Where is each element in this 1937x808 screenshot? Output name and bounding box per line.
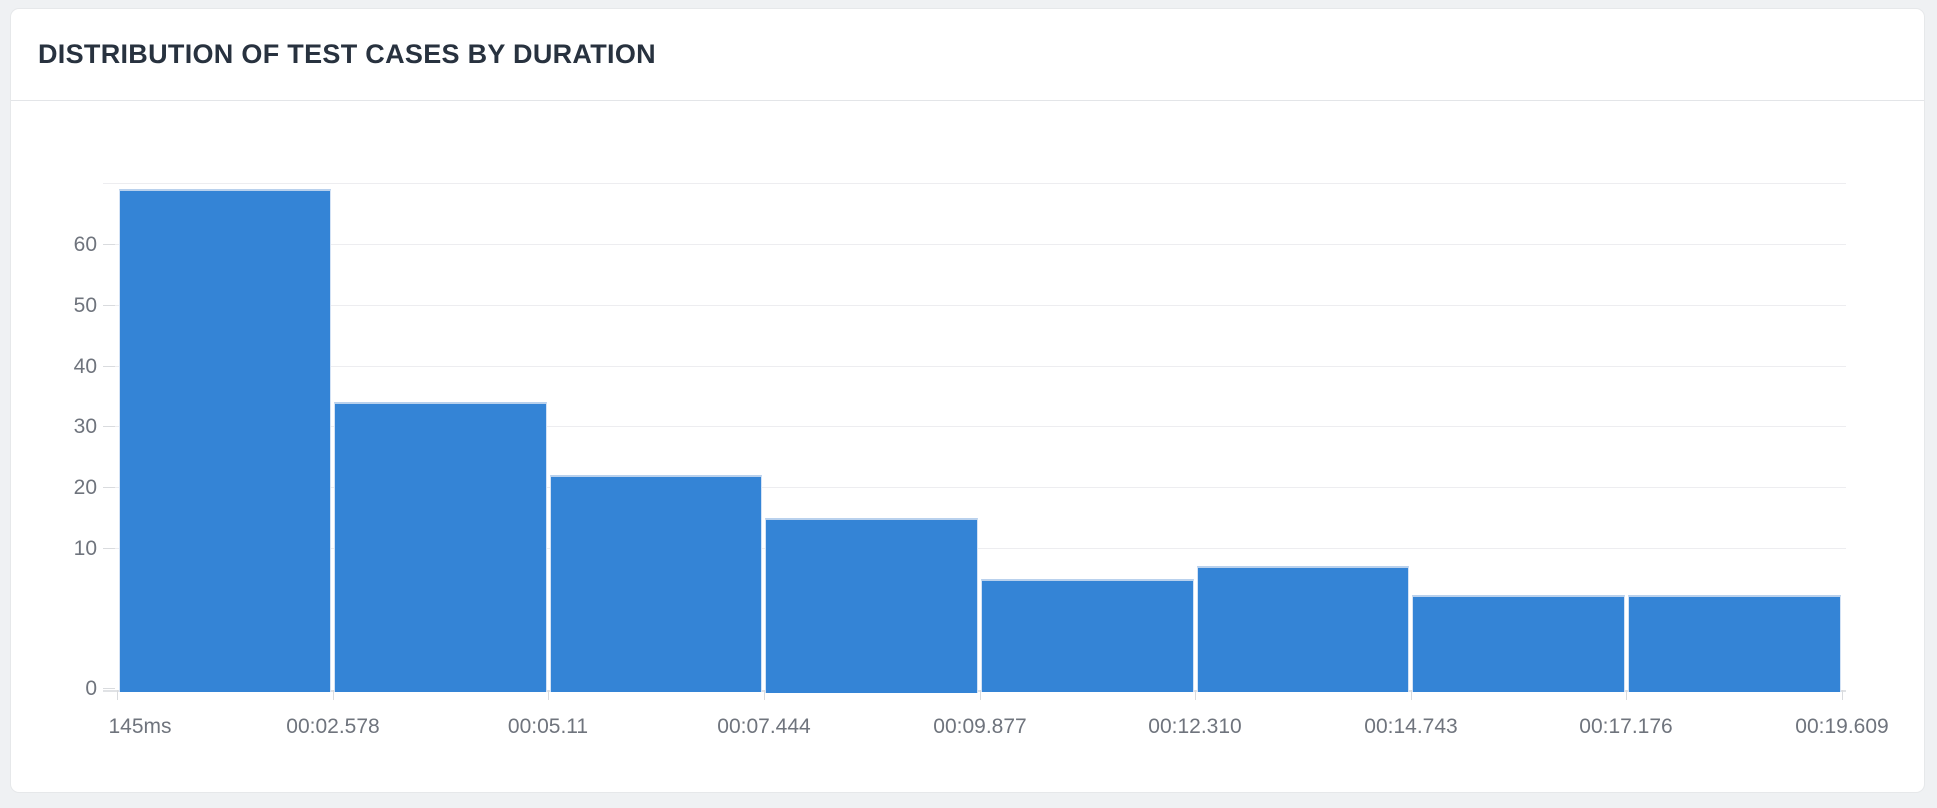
y-tick-mark: [103, 548, 115, 549]
x-axis-tick-label: 00:09.877: [933, 715, 1027, 738]
x-axis-tick-label: 00:02.578: [286, 715, 380, 738]
x-tick-mark: [1195, 690, 1196, 700]
x-tick-mark: [1842, 690, 1843, 700]
x-tick-mark: [117, 690, 118, 700]
x-axis-tick-label: 00:19.609: [1795, 715, 1889, 738]
histogram-bar[interactable]: [981, 579, 1194, 692]
y-axis-tick-label: 50: [73, 294, 97, 317]
y-tick-mark: [103, 244, 115, 245]
widget-title: DISTRIBUTION OF TEST CASES BY DURATION: [38, 39, 656, 69]
y-axis-tick-label: 60: [73, 233, 97, 256]
widget-header: DISTRIBUTION OF TEST CASES BY DURATION: [11, 9, 1924, 101]
histogram-bar[interactable]: [549, 475, 763, 692]
y-gridline: [103, 244, 1846, 245]
y-tick-mark: [103, 426, 115, 427]
histogram-bar[interactable]: [118, 189, 332, 692]
y-axis-tick-label: 0: [85, 677, 97, 700]
y-gridline: [103, 487, 1846, 488]
histogram-bar[interactable]: [1412, 595, 1625, 692]
y-axis-tick-label: 10: [73, 537, 97, 560]
y-axis-tick-label: 20: [73, 476, 97, 499]
histogram-bar[interactable]: [1627, 595, 1841, 692]
y-tick-mark: [103, 688, 115, 689]
x-axis-tick-label: 00:05.11: [507, 715, 589, 738]
y-tick-mark: [103, 366, 115, 367]
histogram-bar[interactable]: [334, 402, 547, 692]
y-axis-tick-label: 40: [73, 355, 97, 378]
x-tick-mark: [980, 690, 981, 700]
x-axis-tick-label: 00:07.444: [717, 715, 811, 738]
y-axis-tick-label: 30: [73, 415, 97, 438]
y-tick-mark: [103, 487, 115, 488]
x-axis-tick-label: 00:17.176: [1579, 715, 1673, 738]
y-gridline: [103, 305, 1846, 306]
histogram-bar[interactable]: [1196, 566, 1410, 692]
x-tick-mark: [1626, 690, 1627, 700]
y-tick-mark: [103, 305, 115, 306]
x-tick-mark: [764, 690, 765, 700]
x-axis-tick-label: 00:12.310: [1148, 715, 1242, 738]
y-gridline: [103, 183, 1846, 184]
x-tick-mark: [1411, 690, 1412, 700]
x-axis-tick-label: 145ms: [108, 715, 172, 738]
x-tick-mark: [548, 690, 549, 700]
x-axis-tick-label: 00:14.743: [1364, 715, 1458, 738]
x-tick-mark: [333, 690, 334, 700]
y-gridline: [103, 366, 1846, 367]
histogram-bar[interactable]: [765, 518, 978, 693]
y-gridline: [103, 426, 1846, 427]
